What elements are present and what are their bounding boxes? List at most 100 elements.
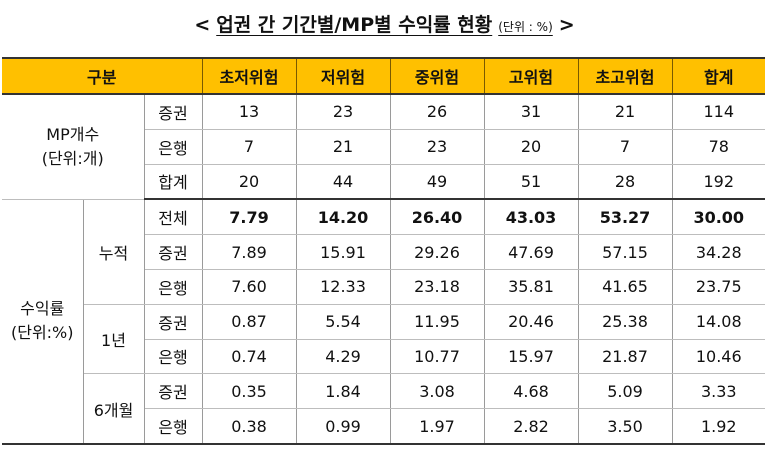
table-row: 은행 7 21 23 20 7 78 (2, 129, 765, 165)
cell: 15.91 (295, 234, 391, 270)
header-category: 구분 (2, 57, 203, 95)
mp-count-label: MP개수 (단위:개) (2, 94, 145, 200)
cell: 47.69 (483, 234, 579, 270)
cell: 29.26 (389, 234, 485, 270)
cell: 53.27 (577, 199, 673, 236)
cell: 20 (201, 164, 297, 201)
cell: 1.97 (389, 408, 485, 445)
cell: 7.89 (201, 234, 297, 270)
cell: 114 (671, 94, 765, 130)
title-close-bracket: > (558, 14, 575, 36)
table-row: 1년 증권 0.87 5.54 11.95 20.46 25.38 14.08 (2, 304, 765, 375)
cell: 34.28 (671, 234, 765, 270)
cell: 25.38 (577, 304, 673, 340)
cell: 7.79 (201, 199, 297, 236)
cell: 7 (201, 129, 297, 165)
cell: 14.20 (295, 199, 391, 236)
period-label: 6개월 (82, 373, 145, 445)
cell: 3.33 (671, 373, 765, 410)
cell: 5.54 (295, 304, 391, 340)
cell: 0.87 (201, 304, 297, 340)
cell: 5.09 (577, 373, 673, 410)
cell: 13 (201, 94, 297, 130)
cell: 10.46 (671, 339, 765, 375)
cell: 3.50 (577, 408, 673, 445)
cell: 21 (295, 129, 391, 165)
cell: 7.60 (201, 269, 297, 305)
header-col: 초저위험 (201, 57, 297, 95)
row-sub-label: 은행 (143, 339, 203, 375)
mp-count-label-line1: MP개수 (46, 124, 100, 144)
cell: 43.03 (483, 199, 579, 236)
title-text: 업권 간 기간별/MP별 수익률 현황 (216, 14, 493, 36)
cell: 23 (389, 129, 485, 165)
cell: 1.92 (671, 408, 765, 445)
cell: 0.35 (201, 373, 297, 410)
period-label: 누적 (82, 199, 145, 305)
table-row: 증권 7.89 15.91 29.26 47.69 57.15 34.28 (2, 234, 765, 270)
returns-table: 구분 초저위험 저위험 중위험 고위험 초고위험 합계 MP개수 (단위:개) … (2, 57, 765, 445)
row-sub-label: 증권 (143, 373, 203, 410)
cell: 20.46 (483, 304, 579, 340)
cell: 26.40 (389, 199, 485, 236)
cell: 21 (577, 94, 673, 130)
cell: 10.77 (389, 339, 485, 375)
cell: 49 (389, 164, 485, 201)
returns-label: 수익률 (단위:%) (2, 199, 84, 445)
table-row: 은행 0.38 0.99 1.97 2.82 3.50 1.92 (2, 408, 765, 445)
cell: 30.00 (671, 199, 765, 236)
row-sub-label: 전체 (143, 199, 203, 236)
header-col: 고위험 (483, 57, 579, 95)
cell: 0.38 (201, 408, 297, 445)
cell: 78 (671, 129, 765, 165)
cell: 15.97 (483, 339, 579, 375)
cell: 57.15 (577, 234, 673, 270)
cell: 0.74 (201, 339, 297, 375)
cell: 28 (577, 164, 673, 201)
table-row: 은행 0.74 4.29 10.77 15.97 21.87 10.46 (2, 339, 765, 375)
cell: 0.99 (295, 408, 391, 445)
header-col: 초고위험 (577, 57, 673, 95)
mp-count-label-line2: (단위:개) (41, 148, 104, 168)
header-row: 구분 초저위험 저위험 중위험 고위험 초고위험 합계 (2, 57, 765, 95)
header-col: 저위험 (295, 57, 391, 95)
table-row: 6개월 증권 0.35 1.84 3.08 4.68 5.09 3.33 (2, 373, 765, 445)
returns-label-line2: (단위:%) (10, 323, 74, 343)
table-row: 수익률 (단위:%) 누적 전체 7.79 14.20 26.40 43.03 … (2, 199, 765, 445)
cell: 7 (577, 129, 673, 165)
table-row: 은행 7.60 12.33 23.18 35.81 41.65 23.75 (2, 269, 765, 305)
cell: 1.84 (295, 373, 391, 410)
title-unit: (단위 : %) (498, 20, 553, 34)
cell: 4.68 (483, 373, 579, 410)
row-sub-label: 증권 (143, 304, 203, 340)
row-sub-label: 은행 (143, 129, 203, 165)
cell: 20 (483, 129, 579, 165)
cell: 11.95 (389, 304, 485, 340)
cell: 35.81 (483, 269, 579, 305)
cell: 12.33 (295, 269, 391, 305)
row-sub-label: 증권 (143, 94, 203, 130)
row-sub-label: 은행 (143, 269, 203, 305)
cell: 3.08 (389, 373, 485, 410)
cell: 2.82 (483, 408, 579, 445)
title-open-bracket: < (194, 14, 211, 36)
returns-label-line1: 수익률 (20, 299, 65, 319)
cell: 23.18 (389, 269, 485, 305)
cell: 21.87 (577, 339, 673, 375)
row-sub-label: 합계 (143, 164, 203, 201)
row-sub-label: 증권 (143, 234, 203, 270)
cell: 51 (483, 164, 579, 201)
cell: 26 (389, 94, 485, 130)
period-label: 1년 (82, 304, 145, 375)
cell: 192 (671, 164, 765, 201)
cell: 4.29 (295, 339, 391, 375)
cell: 31 (483, 94, 579, 130)
header-col: 합계 (671, 57, 765, 95)
cell: 23 (295, 94, 391, 130)
table-row: 합계 20 44 49 51 28 192 (2, 164, 765, 201)
header-col: 중위험 (389, 57, 485, 95)
page-title: < 업권 간 기간별/MP별 수익률 현황 (단위 : %) > (0, 10, 769, 37)
cell: 44 (295, 164, 391, 201)
table-row: MP개수 (단위:개) 증권 13 23 26 31 21 114 (2, 94, 765, 200)
cell: 23.75 (671, 269, 765, 305)
